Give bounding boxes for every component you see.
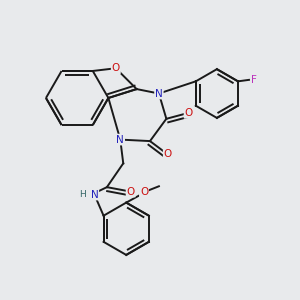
Text: O: O (164, 149, 172, 160)
Text: O: O (112, 63, 120, 73)
Text: N: N (91, 190, 98, 200)
Text: O: O (127, 187, 135, 196)
Text: N: N (116, 135, 124, 145)
Text: F: F (251, 75, 257, 85)
Text: H: H (79, 190, 86, 199)
Text: N: N (155, 88, 163, 98)
Text: O: O (184, 108, 193, 118)
Text: O: O (140, 187, 148, 197)
